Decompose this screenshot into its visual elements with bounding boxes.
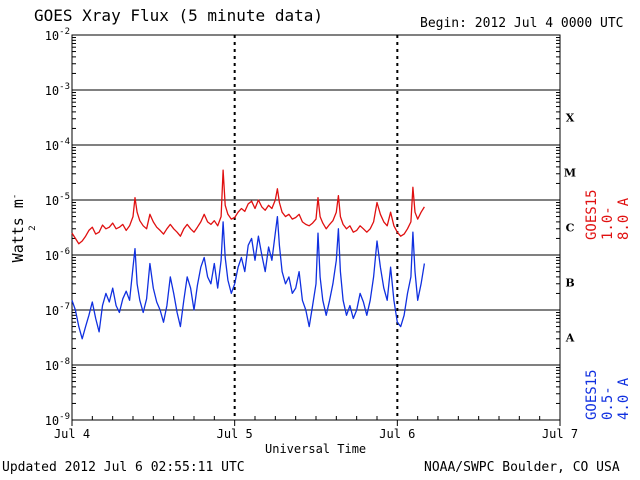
flare-class-label: M xyxy=(564,167,576,180)
chart-title: GOES Xray Flux (5 minute data) xyxy=(34,6,323,25)
y-tick-base: 10 xyxy=(45,359,59,373)
series-line-short xyxy=(71,215,426,340)
y-tick-label: 10-5 xyxy=(45,192,70,208)
x-axis-label: Universal Time xyxy=(265,442,367,456)
y-tick-base: 10 xyxy=(45,29,59,43)
y-tick-base: 10 xyxy=(45,414,59,428)
y-tick-label: 10-4 xyxy=(45,137,70,153)
updated-label: Updated 2012 Jul 6 02:55:11 UTC xyxy=(2,460,245,475)
y-tick-exponent: -4 xyxy=(59,137,70,147)
flare-class-label: B xyxy=(565,277,574,290)
x-tick-label: Jul 4 xyxy=(54,427,90,441)
x-tick-label: Jul 6 xyxy=(379,427,415,441)
y-tick-label: 10-2 xyxy=(45,27,70,43)
flare-class-label: X xyxy=(566,112,575,125)
y-tick-base: 10 xyxy=(45,249,59,263)
x-tick-label: Jul 7 xyxy=(542,427,578,441)
credit-label: NOAA/SWPC Boulder, CO USA xyxy=(424,460,620,475)
y-tick-base: 10 xyxy=(45,84,59,98)
y-tick-exponent: -6 xyxy=(59,247,70,257)
y-tick-base: 10 xyxy=(45,194,59,208)
y-tick-label: 10-8 xyxy=(45,357,70,373)
x-tick-label: Jul 5 xyxy=(217,427,253,441)
series-line-long xyxy=(71,169,425,245)
y-tick-exponent: -2 xyxy=(59,27,70,37)
y-tick-exponent: -7 xyxy=(59,302,70,312)
begin-label: Begin: 2012 Jul 4 0000 UTC xyxy=(420,16,624,31)
flare-class-label: C xyxy=(566,222,575,235)
y-tick-exponent: -3 xyxy=(59,82,70,92)
y-tick-exponent: -8 xyxy=(59,357,70,367)
y-tick-base: 10 xyxy=(45,139,59,153)
y-tick-base: 10 xyxy=(45,304,59,318)
y-tick-label: 10-9 xyxy=(45,412,70,428)
y-tick-exponent: -5 xyxy=(59,192,70,202)
y-tick-label: 10-3 xyxy=(45,82,70,98)
flare-class-label: A xyxy=(565,332,575,345)
y-tick-label: 10-6 xyxy=(45,247,70,263)
y-tick-label: 10-7 xyxy=(45,302,70,318)
y-tick-exponent: -9 xyxy=(59,412,70,422)
